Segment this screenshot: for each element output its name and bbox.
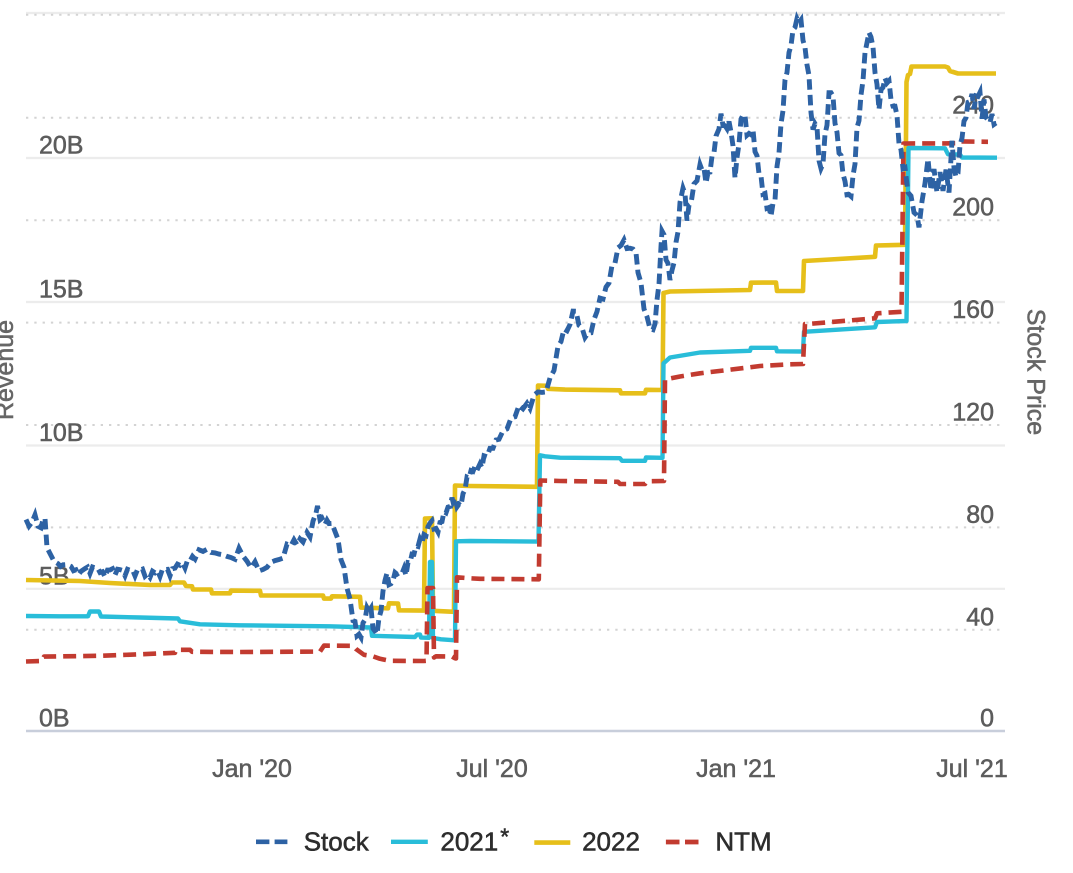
svg-text:2021*: 2021* [440,824,509,857]
svg-text:2022: 2022 [582,827,640,857]
svg-text:0B: 0B [39,705,70,733]
svg-text:10B: 10B [39,419,83,447]
svg-text:Stock Price: Stock Price [1022,309,1050,435]
svg-text:160: 160 [952,296,994,324]
svg-text:120: 120 [952,399,994,427]
svg-text:40: 40 [966,603,994,631]
svg-text:Revenue: Revenue [0,320,19,420]
svg-text:200: 200 [952,194,994,222]
svg-text:Jan '21: Jan '21 [696,755,776,783]
svg-text:0: 0 [980,705,994,733]
svg-text:Jan '20: Jan '20 [212,755,292,783]
svg-text:15B: 15B [39,276,83,304]
svg-text:Jul '20: Jul '20 [456,755,527,783]
svg-text:20B: 20B [39,132,83,160]
svg-text:NTM: NTM [715,827,771,857]
svg-text:Jul '21: Jul '21 [936,755,1007,783]
svg-text:Stock: Stock [304,827,370,857]
svg-text:80: 80 [966,501,994,529]
